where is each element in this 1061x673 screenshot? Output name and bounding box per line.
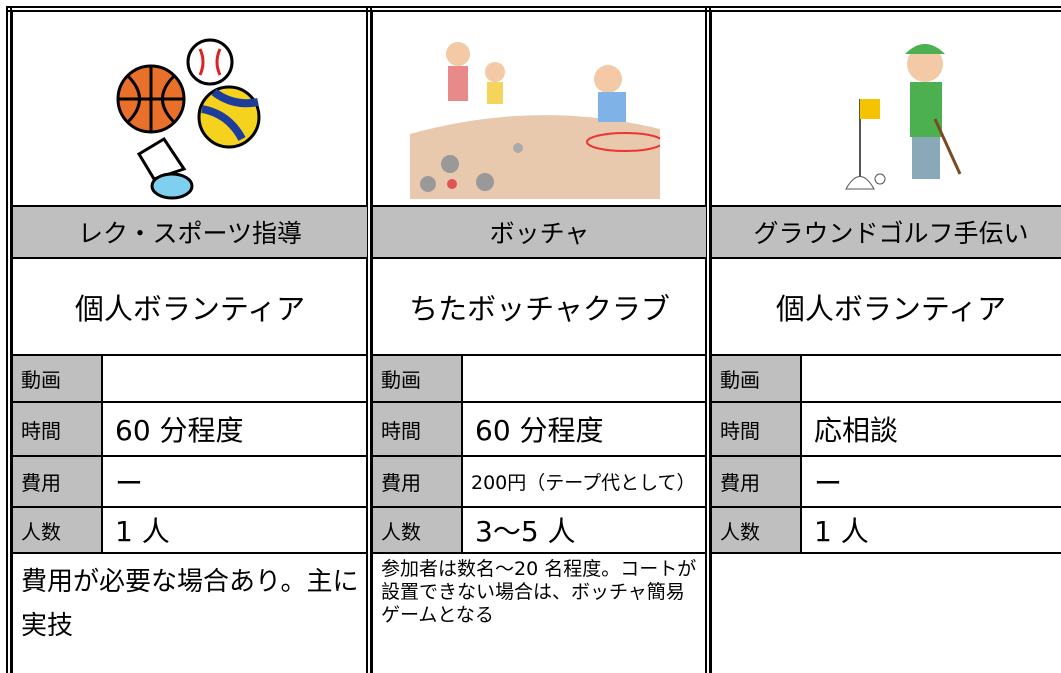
row-label: 費用	[372, 456, 462, 507]
row-value: ー	[102, 456, 368, 507]
row-label: 動画	[711, 355, 801, 402]
row-value: 1 人	[801, 507, 1061, 553]
note	[711, 553, 1061, 673]
row-label: 動画	[12, 355, 102, 402]
row-value	[102, 355, 368, 402]
note: 参加者は数名～20 名程度。コートが設置できない場合は、ボッチャ簡易ゲームとなる	[372, 553, 707, 673]
row-label: 時間	[12, 402, 102, 456]
row-label: 時間	[372, 402, 462, 456]
row-value	[462, 355, 707, 402]
row-label: 人数	[711, 507, 801, 553]
boccia-illustration	[410, 24, 660, 199]
organization: ちたボッチャクラブ	[372, 258, 707, 355]
row-value: 200円（テープ代として）	[462, 456, 707, 507]
row-label: 人数	[12, 507, 102, 553]
row-label: 動画	[372, 355, 462, 402]
sports-illustration	[116, 38, 261, 200]
card-title: グラウンドゴルフ手伝い	[711, 206, 1061, 258]
groundgolf-illustration	[845, 44, 962, 190]
row-value: 応相談	[801, 402, 1061, 456]
card-title: レク・スポーツ指導	[12, 206, 368, 258]
organization: 個人ボランティア	[711, 258, 1061, 355]
image-cell	[372, 12, 707, 206]
top-border	[6, 6, 1061, 12]
organization: 個人ボランティア	[12, 258, 368, 355]
image-cell	[12, 12, 368, 206]
row-value: 60 分程度	[102, 402, 368, 456]
row-value: 1 人	[102, 507, 368, 553]
note: 費用が必要な場合あり。主に実技	[12, 553, 368, 673]
row-value: 60 分程度	[462, 402, 707, 456]
row-label: 費用	[12, 456, 102, 507]
image-cell	[711, 12, 1061, 206]
row-value: ー	[801, 456, 1061, 507]
row-value	[801, 355, 1061, 402]
row-label: 費用	[711, 456, 801, 507]
row-label: 時間	[711, 402, 801, 456]
row-label: 人数	[372, 507, 462, 553]
card-title: ボッチャ	[372, 206, 707, 258]
border	[6, 6, 12, 673]
row-value: 3～5 人	[462, 507, 707, 553]
